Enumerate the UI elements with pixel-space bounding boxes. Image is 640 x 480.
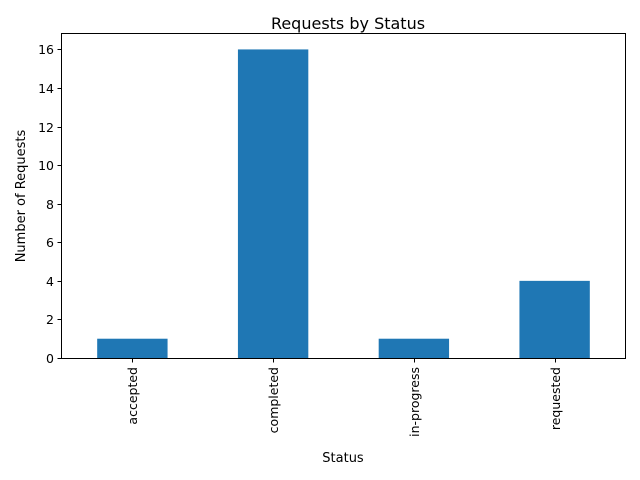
- x-axis-label: Status: [322, 451, 364, 466]
- y-tick-label: 6: [46, 235, 54, 250]
- chart-title: Requests by Status: [271, 14, 425, 33]
- y-axis-label: Number of Requests: [14, 129, 29, 262]
- y-tick-label: 10: [38, 158, 54, 173]
- y-tick-label: 4: [46, 274, 54, 289]
- x-tick-label-completed: completed: [266, 367, 281, 433]
- y-tick-label: 8: [46, 197, 54, 212]
- x-tick-label-in-progress: in-progress: [407, 367, 422, 437]
- bar-accepted: [97, 338, 168, 358]
- plot-area: 0 2 4 6 8 10 12 14 16 accepted completed in-progres…: [38, 42, 590, 437]
- plot-frame: [61, 33, 626, 359]
- y-tick-label: 16: [38, 42, 54, 57]
- bar-in-progress: [378, 338, 450, 358]
- bar-requested: [519, 280, 590, 358]
- x-tick-label-requested: requested: [548, 367, 563, 430]
- y-tick-label: 14: [38, 81, 54, 96]
- x-tick-label-accepted: accepted: [125, 367, 140, 425]
- y-tick-label: 12: [38, 120, 54, 135]
- y-tick-label: 0: [46, 351, 54, 366]
- bar-completed: [237, 49, 309, 359]
- y-tick-label: 2: [46, 312, 54, 327]
